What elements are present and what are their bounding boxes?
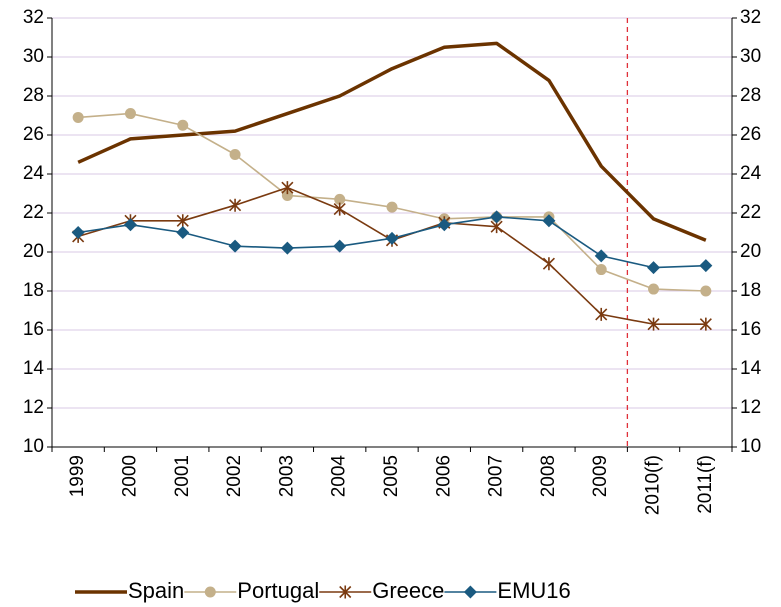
point — [229, 149, 241, 160]
x-tick-label: 2004 — [329, 455, 350, 498]
y2-tick-label: 20 — [740, 241, 761, 262]
series-line — [77, 41, 707, 242]
y-tick-label: 14 — [23, 358, 45, 379]
y2-tick-label: 30 — [740, 46, 761, 67]
legend-label: Greece — [372, 578, 444, 603]
legend-label: Portugal — [237, 578, 319, 603]
y-tick-label: 26 — [23, 124, 44, 145]
point — [123, 218, 137, 232]
x-tick-label: 2006 — [433, 455, 454, 497]
x-tick-label: 2005 — [381, 455, 402, 497]
y-tick-label: 24 — [23, 163, 45, 184]
x-tick-label: 1999 — [67, 455, 88, 497]
point — [228, 239, 242, 253]
y-tick-label: 30 — [23, 46, 44, 67]
point — [72, 111, 84, 123]
y2-tick-label: 12 — [740, 397, 761, 418]
point — [339, 585, 352, 599]
y-tick-label: 10 — [23, 436, 44, 457]
legend-item: Portugal — [184, 578, 319, 603]
y-tick-label: 22 — [23, 202, 44, 223]
point — [699, 259, 713, 273]
point — [647, 261, 661, 275]
point — [124, 108, 136, 120]
point — [333, 239, 347, 253]
y2-tick-label: 16 — [740, 319, 761, 340]
point — [385, 231, 399, 245]
y-tick-label: 16 — [23, 319, 44, 340]
y2-tick-label: 28 — [740, 85, 761, 106]
y-tick-label: 20 — [23, 241, 44, 262]
point — [334, 193, 346, 205]
y-tick-label: 32 — [23, 7, 44, 28]
x-tick-label: 2002 — [224, 455, 245, 497]
point — [229, 198, 242, 212]
point — [463, 585, 477, 599]
point — [204, 586, 216, 598]
point — [176, 214, 189, 228]
point — [647, 317, 660, 331]
point — [700, 285, 712, 297]
point — [281, 181, 294, 195]
y-tick-label: 12 — [23, 397, 44, 418]
y2-tick-label: 10 — [740, 436, 761, 457]
x-tick-label: 2003 — [276, 455, 297, 497]
y-tick-label: 28 — [23, 85, 44, 106]
y2-tick-label: 18 — [740, 280, 761, 301]
y2-tick-label: 26 — [740, 124, 761, 145]
legend-item: EMU16 — [444, 578, 571, 603]
legend-label: Spain — [128, 578, 184, 603]
point — [595, 264, 607, 276]
point — [386, 201, 398, 213]
legend-label: EMU16 — [497, 578, 570, 603]
point — [490, 210, 504, 224]
legend-item: Spain — [75, 578, 184, 603]
x-tick-label: 2011(f) — [695, 455, 716, 514]
x-tick-label: 2008 — [538, 455, 559, 497]
point — [177, 119, 189, 131]
point — [281, 189, 293, 201]
point — [333, 202, 346, 216]
legend-item: Greece — [319, 578, 444, 603]
x-tick-label: 2009 — [590, 455, 611, 497]
y2-tick-label: 22 — [740, 202, 761, 223]
point — [648, 283, 660, 295]
point — [542, 257, 555, 271]
point — [595, 307, 608, 321]
y-tick-label: 18 — [23, 280, 44, 301]
x-tick-label: 2000 — [119, 455, 140, 497]
point — [542, 214, 556, 228]
point — [280, 241, 294, 255]
point — [594, 249, 608, 263]
y2-tick-label: 24 — [740, 163, 762, 184]
y2-tick-label: 32 — [740, 7, 761, 28]
y2-tick-label: 14 — [740, 358, 762, 379]
point — [176, 226, 190, 239]
x-tick-label: 2007 — [486, 455, 507, 497]
point — [71, 226, 85, 239]
x-tick-label: 2001 — [172, 455, 193, 497]
x-tick-label: 2010(f) — [643, 455, 664, 515]
point — [699, 317, 712, 331]
point — [437, 218, 451, 232]
